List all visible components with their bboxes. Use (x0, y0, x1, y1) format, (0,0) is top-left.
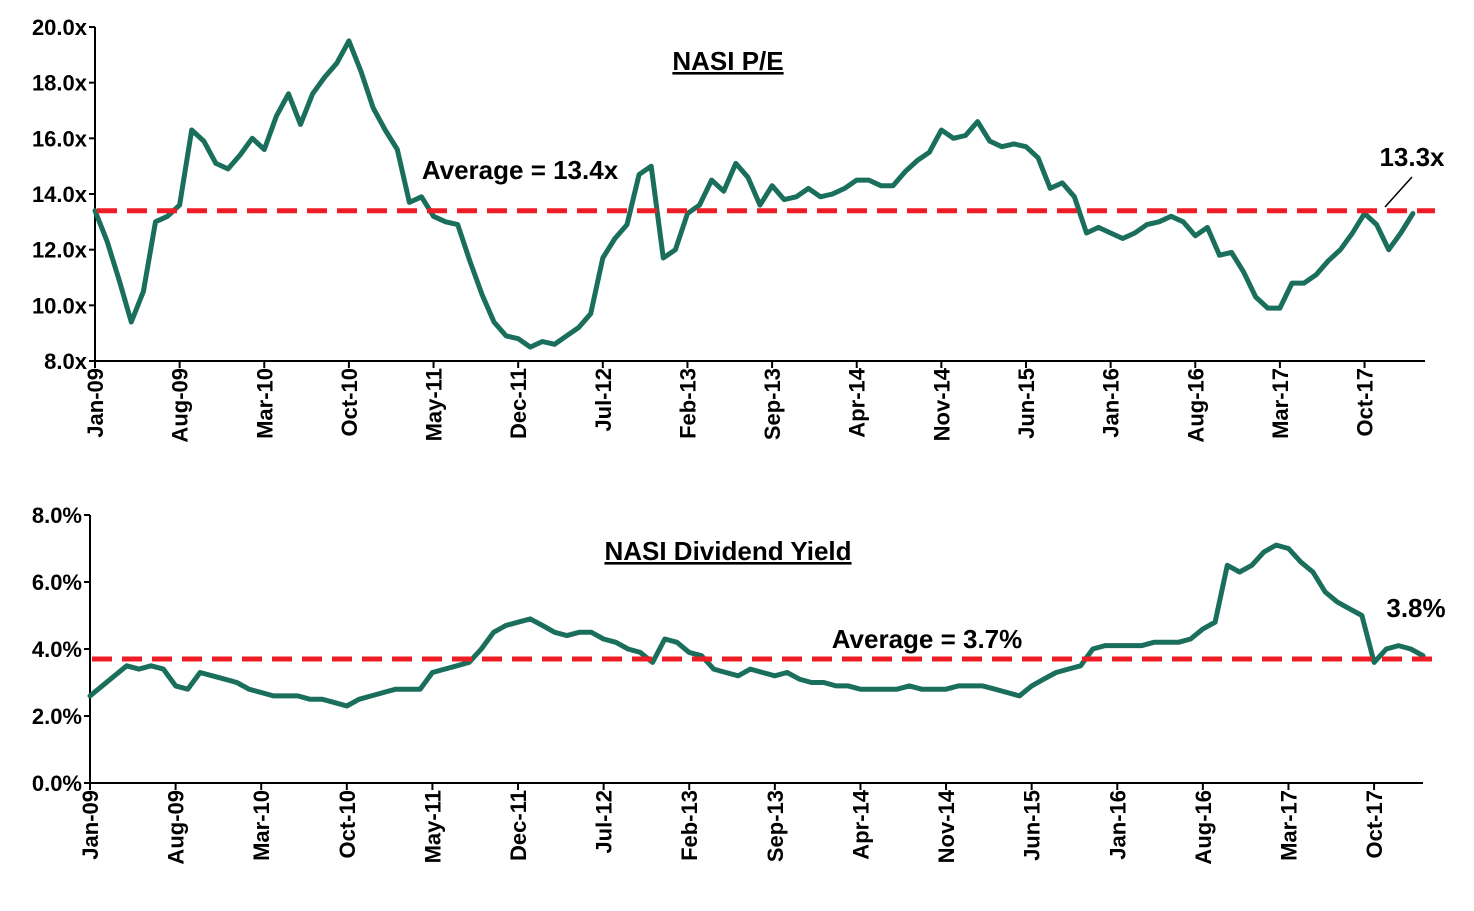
end-value-label: 13.3x (1379, 142, 1445, 172)
x-tick-label: Sep-13 (763, 790, 788, 862)
y-tick-label: 8.0% (32, 503, 82, 528)
average-label: Average = 3.7% (832, 624, 1023, 654)
x-tick-label: Nov-14 (934, 789, 959, 863)
chart-title: NASI Dividend Yield (604, 536, 851, 566)
average-label: Average = 13.4x (422, 155, 619, 185)
y-tick-label: 2.0% (32, 704, 82, 729)
series-line (87, 542, 1426, 709)
chart-title: NASI P/E (672, 46, 783, 76)
x-tick-label: Jan-16 (1099, 368, 1124, 438)
x-tick-label: Apr-14 (848, 789, 873, 859)
y-tick-label: 18.0x (32, 71, 88, 96)
x-tick-label: Aug-16 (1191, 790, 1216, 865)
x-tick-label: Jun-15 (1014, 368, 1039, 439)
x-tick-label: Jul-12 (592, 790, 617, 854)
x-tick-label: Nov-14 (929, 367, 954, 441)
x-tick-label: Mar-10 (252, 368, 277, 439)
x-tick-label: Sep-13 (760, 368, 785, 440)
y-tick-label: 8.0x (44, 349, 88, 374)
x-tick-label: Mar-10 (249, 790, 274, 861)
x-tick-label: May-11 (420, 790, 445, 863)
x-tick-label: Dec-11 (506, 368, 531, 439)
x-tick-label: Aug-16 (1183, 368, 1208, 443)
x-tick-label: Apr-14 (845, 367, 870, 437)
x-tick-label: Jan-09 (78, 790, 103, 860)
x-tick-label: Jan-09 (83, 368, 108, 438)
x-tick-label: Dec-11 (506, 790, 531, 861)
x-tick-label: Feb-13 (677, 790, 702, 861)
pe-chart: 20.0x 18.0x 16.0x 14.0x 12.0x 10.0x 8.0xJan-09… (32, 15, 1445, 443)
y-tick-label: 12.0x (32, 238, 88, 263)
series-line (92, 38, 1416, 350)
x-tick-label: Aug-09 (168, 368, 193, 443)
x-tick-label: Feb-13 (675, 368, 700, 439)
x-tick-label: Mar-17 (1268, 368, 1293, 439)
y-tick-label: 4.0% (32, 637, 82, 662)
x-tick-label: Jan-16 (1105, 790, 1130, 860)
x-tick-label: Oct-10 (335, 790, 360, 858)
y-tick-label: 20.0x (32, 15, 88, 40)
x-tick-label: May-11 (422, 368, 447, 441)
x-tick-label: Jun-15 (1020, 790, 1045, 861)
end-value-label: 3.8% (1386, 593, 1445, 623)
y-tick-label: 16.0x (32, 126, 88, 151)
x-tick-label: Oct-17 (1362, 790, 1387, 858)
y-tick-label: 10.0x (32, 293, 88, 318)
x-tick-label: Oct-10 (337, 368, 362, 436)
y-tick-label: 6.0% (32, 570, 82, 595)
y-tick-label: 0.0% (32, 771, 82, 796)
x-tick-label: Mar-17 (1276, 790, 1301, 861)
end-value-leader-line (1384, 176, 1413, 208)
dividend-yield-chart: 8.0% 6.0% 4.0% 2.0% 0.0%Jan-09 Aug-09 Mar-10 Oc… (32, 503, 1446, 865)
x-tick-label: Aug-09 (164, 790, 189, 865)
y-tick-label: 14.0x (32, 182, 88, 207)
x-tick-label: Jul-12 (591, 368, 616, 432)
x-tick-label: Oct-17 (1353, 368, 1378, 436)
